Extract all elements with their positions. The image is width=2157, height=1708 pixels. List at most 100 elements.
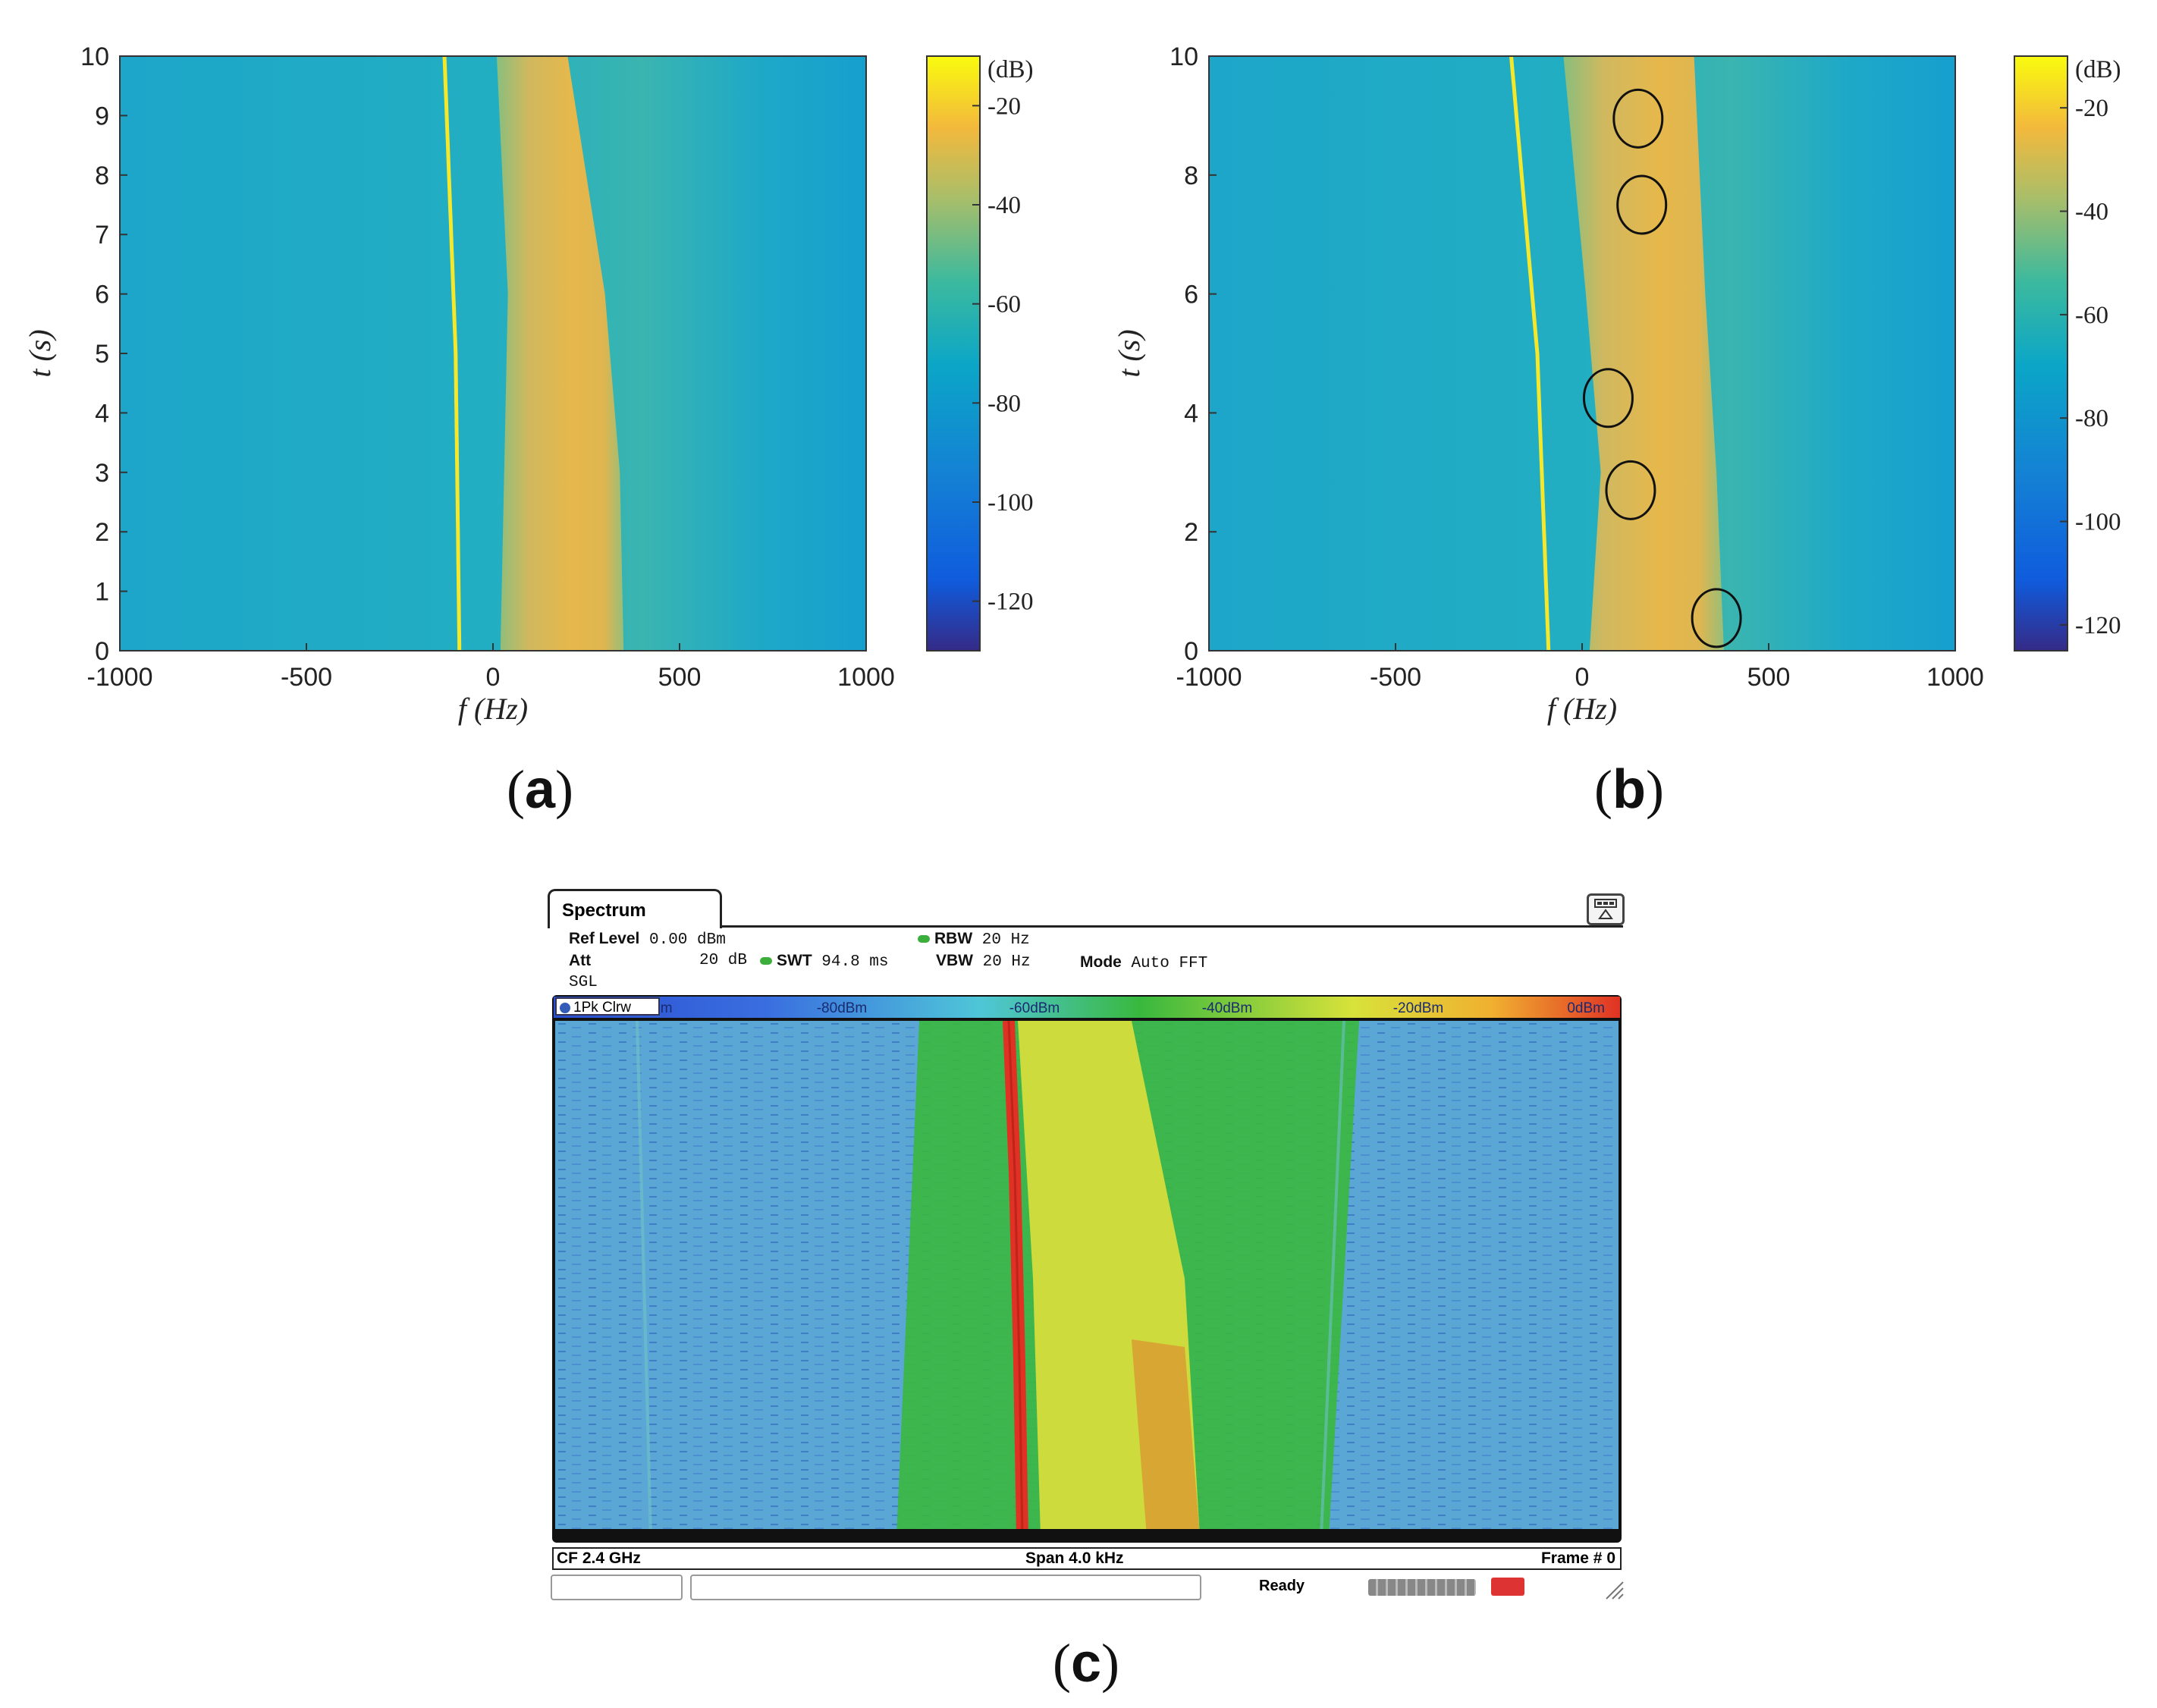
panel-label-a: (a) [507,759,574,820]
colorbar-tick-label: -20 [987,93,1021,120]
x-tick-label: 500 [1747,663,1791,692]
span-value: Span 4.0 kHz [1025,1549,1124,1567]
y-tick-label: 4 [1184,399,1198,428]
spur-line [636,1021,652,1537]
annotation-circle-4 [1616,174,1668,235]
spectrogram-a: -1000 -500 0 500 1000 0 1 2 3 4 5 6 7 8 9 10 f (Hz) t (s)… [23,42,1034,726]
frame-counter: Frame # 0 [1540,1549,1615,1567]
y-tick-label: 7 [95,221,109,250]
x-tick-label: -1000 [1176,663,1242,692]
y-tick-label: 0 [95,637,109,666]
y-axis-label: t (s) [23,329,57,377]
y-tick-label: 3 [95,459,109,488]
x-tick-label: 0 [1575,663,1590,692]
colorbar-unit-label: (dB) [987,56,1034,83]
colorbar-tick-label: -120 [2075,612,2121,639]
panel-label-b: (b) [1594,759,1664,820]
y-tick-label: 2 [95,518,109,547]
hot-region [1132,1339,1200,1537]
trace-dot-icon [560,1003,570,1013]
y-tick-label: 10 [80,42,109,71]
scale-label: -60dBm [1009,1000,1060,1016]
colorbar-tick-label: -100 [987,489,1034,516]
carrier-trace-core [1007,1021,1024,1537]
waterfall-display [555,1021,1619,1537]
rbw-indicator [918,935,930,943]
progress-indicator [1368,1579,1476,1596]
carrier-line [442,55,462,651]
annotation-circle-5 [1612,88,1664,149]
colorbar-unit-label: (dB) [2075,56,2121,83]
x-tick-label: -500 [1370,663,1421,692]
y-axis-label: t (s) [1112,329,1146,377]
y-tick-label: 5 [95,340,109,369]
annotation-circle-2 [1605,460,1656,520]
y-tick-label: 10 [1170,42,1198,71]
colorbar-tick-label: -20 [2075,95,2108,122]
x-tick-label: 1000 [837,663,895,692]
softkey-field-1[interactable] [551,1575,683,1600]
x-tick-label: -1000 [87,663,153,692]
rbw-row: RBW 20 Hz [918,930,1030,949]
spectrogram-background [120,56,866,651]
softkey-field-2[interactable] [690,1575,1201,1600]
y-tick-label: 6 [1184,281,1198,309]
vbw-row: VBW 20 Hz [936,952,1031,971]
swt-indicator [760,957,772,965]
colorbar-tick-label: -100 [2075,509,2121,536]
colorbar-tick-label: -40 [2075,199,2108,226]
x-tick-label: 0 [486,663,501,692]
x-tick-label: 1000 [1926,663,1984,692]
status-bar: CF 2.4 GHz Span 4.0 kHz Frame # 0 [552,1547,1622,1570]
scale-label: -80dBm [817,1000,868,1016]
resize-grip-icon [1606,1581,1624,1600]
spectrum-analyzer-screen: Spectrum Ref Level 0.00 dBm Att 20 dB SW… [548,889,1625,1602]
att-label: Att [569,952,592,969]
ready-status: Ready [1259,1578,1305,1594]
spectrogram-b: -1000 -500 0 500 1000 0 2 4 6 8 10 f (Hz) t (s) -20 -4… [1112,42,2121,726]
trace-label[interactable]: 1Pk Clrw [555,997,660,1016]
colorbar-tick-label: -40 [987,192,1021,219]
swt-row: SWT 94.8 ms [760,952,888,971]
sgl-label: SGL [569,974,598,991]
ref-level-row: Ref Level 0.00 dBm [569,930,726,949]
y-tick-label: 8 [1184,162,1198,190]
colorbar-tick-label: -60 [987,291,1021,319]
y-tick-label: 6 [95,281,109,309]
panel-label-c: (c) [1053,1633,1120,1694]
y-tick-label: 2 [1184,518,1198,547]
waterfall-bottom-edge [555,1529,1619,1537]
carrier-line [1509,55,1551,651]
colorbar-tick-label: -60 [2075,302,2108,329]
y-tick-label: 8 [95,162,109,190]
tab-spectrum[interactable]: Spectrum [548,889,722,928]
scale-label: -20dBm [1393,1000,1444,1016]
annotation-circle-3 [1582,368,1634,429]
colorbar [926,55,981,651]
signal-band [496,56,624,651]
scale-label: -40dBm [1202,1000,1253,1016]
display-config-icon [1594,899,1617,919]
io-indicator-icon [1491,1578,1524,1596]
display-config-button[interactable] [1587,893,1625,925]
scale-gradient [554,997,1620,1018]
colorbar-tick-label: -80 [2075,405,2108,432]
y-tick-label: 4 [95,399,109,428]
y-tick-label: 0 [1184,637,1198,666]
y-tick-label: 9 [95,102,109,130]
annotation-circle-1 [1691,588,1742,648]
mode-row: Mode Auto FFT [1080,953,1208,972]
y-tick-label: 1 [95,578,109,607]
x-axis-label: f (Hz) [458,692,528,726]
x-tick-label: 500 [658,663,702,692]
tab-underline [721,925,1623,928]
center-frequency: CF 2.4 GHz [557,1549,641,1567]
att-value: 20 dB [699,952,748,969]
scale-label: 0dBm [1567,1000,1605,1016]
colorbar-tick-label: -120 [987,589,1034,616]
signal-band [1563,56,1724,651]
x-axis-label: f (Hz) [1547,692,1617,726]
colorbar [2014,55,2068,651]
colorbar-tick-label: -80 [987,390,1021,417]
